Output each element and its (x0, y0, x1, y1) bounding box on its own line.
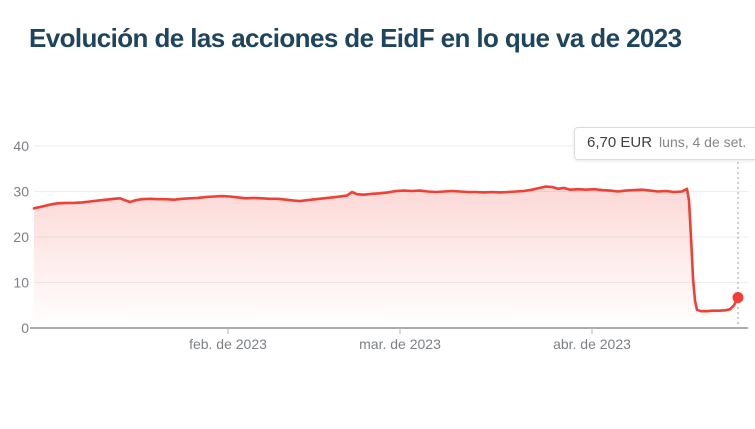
price-tooltip: 6,70 EUR luns, 4 de set. (574, 127, 755, 160)
y-tick-label: 10 (13, 275, 29, 291)
x-tick-label: feb. de 2023 (189, 336, 267, 352)
x-axis-labels: feb. de 2023 mar. de 2023 abr. de 2023 (189, 336, 631, 352)
tooltip-price: 6,70 EUR (587, 134, 653, 151)
y-tick-label: 40 (13, 138, 29, 154)
last-price-dot (732, 292, 744, 303)
y-tick-label: 30 (13, 184, 29, 200)
y-tick-label: 0 (21, 320, 29, 336)
area-fill (34, 186, 738, 328)
x-axis-ticks (227, 328, 593, 334)
page-title: Evolución de las acciones de EidF en lo … (29, 23, 682, 53)
x-tick-label: abr. de 2023 (553, 336, 631, 352)
x-tick-label: mar. de 2023 (359, 336, 441, 352)
price-line (32, 185, 740, 313)
y-axis-labels: 0 10 20 30 40 (13, 138, 29, 336)
tooltip-date: luns, 4 de set. (659, 134, 747, 150)
y-tick-label: 20 (13, 229, 29, 245)
